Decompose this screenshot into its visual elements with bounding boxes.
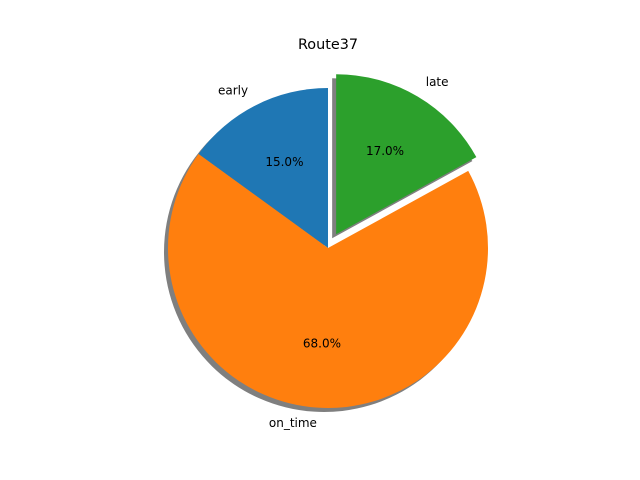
slice-percent-early: 15.0% xyxy=(265,155,303,169)
pie-slice-on-time xyxy=(167,153,489,408)
labels: early 15.0% on_time 68.0% late 17.0% xyxy=(218,75,449,430)
slice-label-late: late xyxy=(426,75,449,89)
pie-slice-late xyxy=(336,74,477,235)
slices xyxy=(167,74,489,408)
slice-percent-late: 17.0% xyxy=(366,144,404,158)
slice-percent-on-time: 68.0% xyxy=(303,336,341,350)
chart-title: Route37 xyxy=(298,37,358,53)
slice-label-early: early xyxy=(218,84,248,98)
slice-label-on-time: on_time xyxy=(269,416,317,430)
pie-slice-early xyxy=(198,88,328,248)
